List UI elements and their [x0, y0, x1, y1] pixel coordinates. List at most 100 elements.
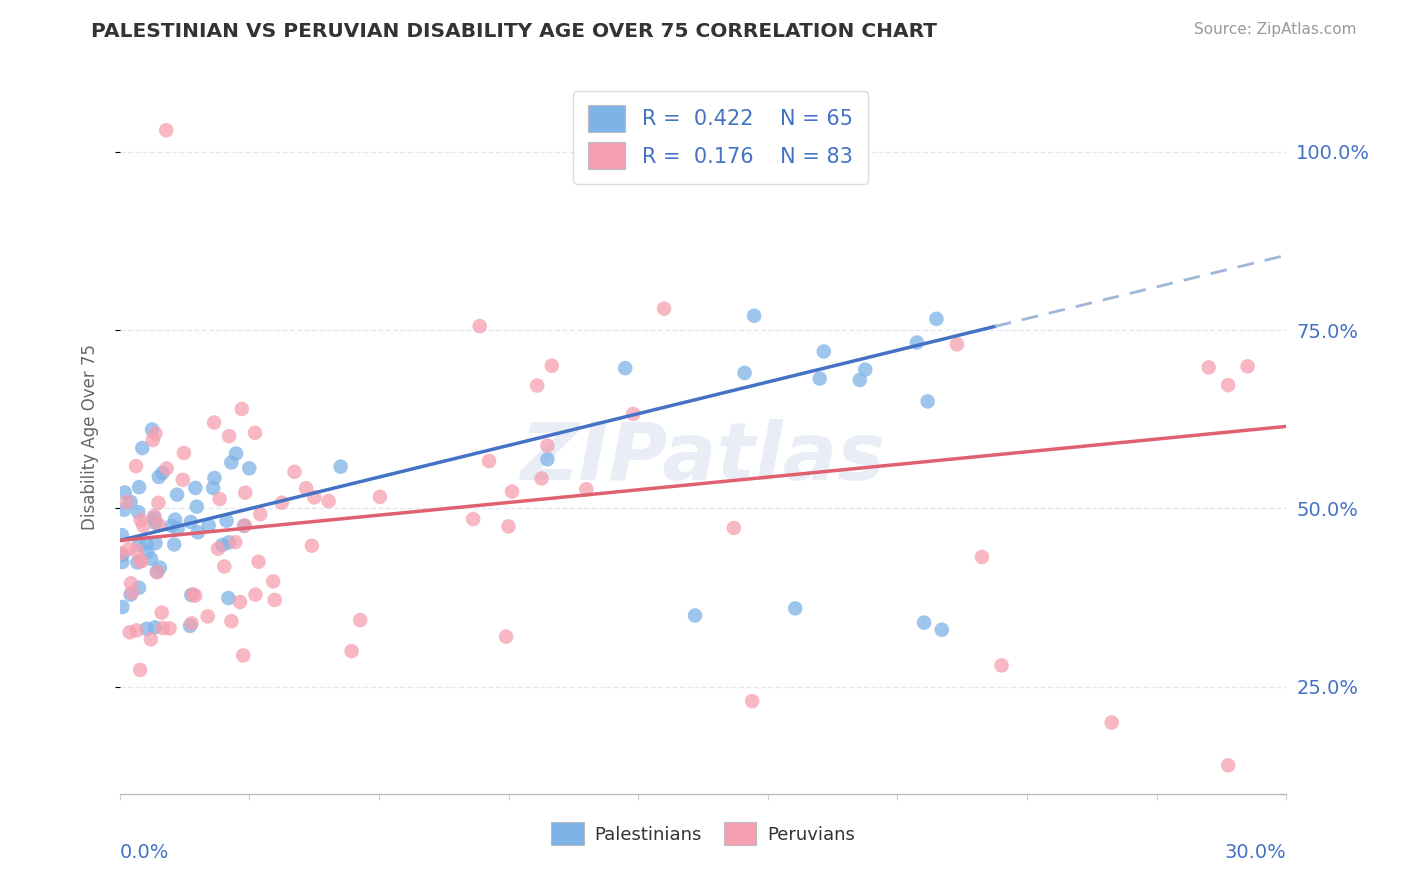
Point: [186, 500, 208, 514]
Point: [263, 593, 285, 607]
Point: [540, 359, 562, 373]
Point: [478, 454, 501, 468]
Point: [218, 429, 240, 443]
Point: [208, 491, 231, 506]
Point: [141, 422, 163, 436]
Point: [187, 525, 209, 540]
Point: [318, 494, 340, 508]
Point: [249, 507, 271, 521]
Point: [225, 446, 247, 460]
Point: [741, 694, 763, 708]
Point: [621, 407, 644, 421]
Point: [166, 522, 188, 536]
Point: [202, 416, 225, 430]
Point: [135, 622, 157, 636]
Text: Source: ZipAtlas.com: Source: ZipAtlas.com: [1194, 22, 1357, 37]
Point: [970, 549, 993, 564]
Point: [114, 485, 136, 500]
Point: [156, 461, 179, 475]
Point: [127, 556, 149, 570]
Point: [917, 394, 939, 409]
Point: [215, 514, 238, 528]
Point: [683, 608, 706, 623]
Point: [849, 373, 872, 387]
Point: [284, 465, 307, 479]
Point: [723, 521, 745, 535]
Point: [204, 471, 226, 485]
Point: [1216, 378, 1240, 392]
Point: [211, 538, 233, 552]
Text: 0.0%: 0.0%: [120, 843, 169, 862]
Point: [530, 471, 553, 485]
Point: [912, 615, 935, 630]
Point: [152, 466, 174, 480]
Point: [221, 456, 243, 470]
Point: [115, 495, 138, 509]
Point: [120, 576, 142, 591]
Point: [120, 495, 142, 509]
Point: [349, 613, 371, 627]
Point: [120, 588, 142, 602]
Point: [184, 481, 207, 495]
Point: [501, 484, 523, 499]
Point: [149, 560, 172, 574]
Point: [129, 554, 152, 568]
Legend: Palestinians, Peruvians: Palestinians, Peruvians: [544, 815, 862, 853]
Point: [165, 513, 187, 527]
Point: [785, 601, 807, 615]
Point: [1198, 360, 1220, 375]
Point: [853, 362, 876, 376]
Point: [145, 426, 167, 441]
Point: [145, 536, 167, 550]
Point: [148, 470, 170, 484]
Point: [155, 123, 177, 137]
Point: [128, 480, 150, 494]
Point: [233, 519, 256, 533]
Point: [734, 366, 756, 380]
Point: [146, 566, 169, 580]
Point: [207, 541, 229, 556]
Point: [813, 344, 835, 359]
Point: [152, 621, 174, 635]
Point: [112, 503, 135, 517]
Point: [214, 559, 236, 574]
Point: [139, 632, 162, 647]
Point: [110, 546, 132, 560]
Point: [111, 528, 134, 542]
Point: [143, 516, 166, 530]
Text: 30.0%: 30.0%: [1225, 843, 1286, 862]
Point: [143, 508, 166, 523]
Point: [232, 648, 254, 663]
Point: [526, 378, 548, 392]
Point: [129, 663, 152, 677]
Point: [121, 585, 143, 599]
Point: [1216, 758, 1240, 772]
Point: [233, 518, 256, 533]
Point: [536, 452, 558, 467]
Point: [270, 496, 292, 510]
Point: [218, 535, 240, 549]
Point: [304, 491, 326, 505]
Point: [111, 555, 134, 569]
Point: [1101, 715, 1123, 730]
Point: [905, 335, 928, 350]
Point: [166, 488, 188, 502]
Point: [128, 581, 150, 595]
Point: [197, 518, 219, 533]
Point: [295, 481, 318, 495]
Point: [118, 541, 141, 556]
Point: [243, 425, 266, 440]
Point: [231, 401, 253, 416]
Point: [118, 625, 141, 640]
Text: PALESTINIAN VS PERUVIAN DISABILITY AGE OVER 75 CORRELATION CHART: PALESTINIAN VS PERUVIAN DISABILITY AGE O…: [91, 22, 938, 41]
Point: [340, 644, 363, 658]
Point: [247, 555, 270, 569]
Point: [146, 565, 169, 579]
Point: [238, 461, 260, 475]
Point: [575, 482, 598, 496]
Point: [221, 614, 243, 628]
Point: [614, 361, 637, 376]
Point: [301, 539, 323, 553]
Point: [808, 371, 831, 385]
Point: [125, 543, 148, 558]
